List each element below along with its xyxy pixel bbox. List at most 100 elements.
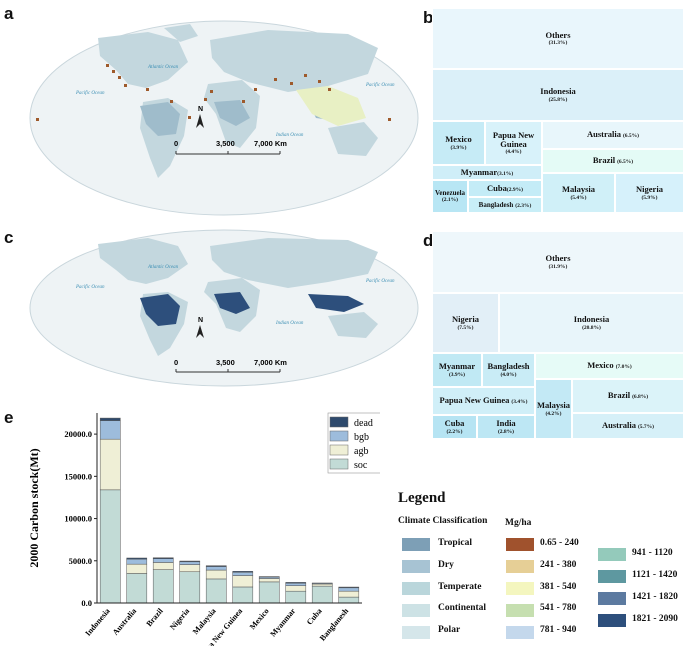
treemap-d-cell: Australia (5.7%) [572, 413, 684, 439]
bar-soc [152, 569, 174, 604]
panel-label-e: e [4, 408, 14, 427]
bar-dead [205, 565, 227, 567]
treemap-b-cell: Brazil (6.5%) [542, 149, 684, 173]
bar-agb [205, 569, 227, 580]
treemap-d-cell: Mexico (7.0%) [535, 353, 684, 379]
bar-agb [311, 583, 333, 587]
bar-agb [152, 562, 174, 570]
mgha-swatch [506, 626, 534, 639]
y-tick-label: 0.0 [81, 598, 92, 608]
bar-agb [126, 563, 148, 574]
bar-dead [285, 582, 307, 584]
ocean-label-indian: Indian Ocean [275, 321, 304, 326]
x-tick-label: Myanmar [268, 606, 297, 638]
bar-soc [205, 578, 227, 604]
ocean-label-atlantic: Atlantic Ocean [147, 265, 179, 270]
climate-swatch-temperate [402, 582, 430, 595]
treemap-b: Others (31.3%) Indonesia (25.8%) Mexico (3.… [432, 8, 684, 213]
treemap-d: Others (31.9%) Nigeria (7.5%) Indonesia (20… [432, 231, 684, 439]
y-tick-label: 20000.0 [64, 429, 92, 439]
x-tick-label: Brazil [144, 606, 165, 628]
x-tick-label: Australia [111, 607, 138, 637]
bar-soc [179, 571, 201, 604]
treemap-b-cell: Malaysia (5.4%) [542, 173, 615, 213]
x-tick-label: Malaysia [191, 607, 218, 637]
map-coastal-carbon-points [36, 64, 391, 121]
bar-bgb [338, 587, 360, 592]
x-tick-label: Indonesia [83, 607, 111, 638]
y-axis-label: 2000 Carbon stock(Mt) [27, 448, 41, 567]
map-high-carbon-zones [140, 292, 364, 326]
climate-heading: Climate Classification [398, 516, 488, 526]
y-tick-label: 5000.0 [69, 556, 92, 566]
legend-label-soc: soc [354, 460, 368, 471]
mgha-swatch [598, 548, 626, 561]
treemap-d-cell: Malaysia (4.2%) [535, 379, 572, 439]
bar-soc [126, 573, 148, 604]
treemap-b-cell: Venezuela (2.1%) [432, 180, 468, 213]
scale-tick-mid: 3,500 [216, 139, 235, 148]
north-arrow-icon [196, 114, 204, 128]
bar-soc [338, 596, 360, 604]
treemap-b-cell: Australia (6.5%) [542, 121, 684, 149]
bar-layer [99, 417, 360, 604]
x-tick-label: Nigeria [168, 607, 191, 632]
bar-dead [126, 557, 148, 560]
treemap-d-cell: Others (31.9%) [432, 231, 684, 293]
legend-label-dead: dead [354, 418, 373, 429]
panel-label-c: c [4, 228, 14, 247]
bar-soc [285, 590, 307, 604]
bar-soc [311, 585, 333, 604]
bar-dead [338, 586, 360, 589]
bar-bgb [152, 558, 174, 563]
y-tick-label: 15000.0 [64, 471, 92, 481]
world-map-c: Atlantic Ocean Pacific Ocean Pacific Oce… [29, 229, 419, 387]
mgha-swatch [506, 560, 534, 573]
climate-label: Dry [438, 560, 454, 570]
treemap-b-cell: Indonesia (25.8%) [432, 69, 684, 121]
treemap-d-cell: Nigeria (7.5%) [432, 293, 499, 353]
climate-swatch-continental [402, 604, 430, 617]
treemap-b-cell: Papua New Guinea (4.4%) [485, 121, 542, 165]
bar-dead [179, 560, 201, 563]
treemap-b-cell: Others (31.3%) [432, 8, 684, 69]
chart-legend: dead bgb agb soc [327, 412, 380, 474]
bar-bgb [126, 558, 148, 565]
mgha-label: 1821 - 2090 [632, 614, 678, 624]
world-map-a: Atlantic Ocean Pacific Ocean Pacific Oce… [29, 20, 419, 216]
bar-bgb [99, 420, 121, 440]
scale-tick-0: 0 [174, 139, 178, 148]
climate-label: Polar [438, 625, 461, 635]
panel-label-a: a [4, 4, 14, 23]
bar-dead [99, 417, 121, 421]
scale-tick-end: 7,000 Km [254, 139, 287, 148]
bar-bgb [232, 572, 254, 576]
legend-title: Legend [398, 490, 446, 506]
climate-swatch-dry [402, 560, 430, 573]
mgha-label: 1121 - 1420 [632, 570, 678, 580]
ocean-label-pacific-east: Pacific Ocean [365, 279, 395, 284]
x-tick-label: Mexico [248, 607, 271, 632]
treemap-b-cell: Bangladesh (2.3%) [468, 197, 542, 213]
mgha-label: 541 - 780 [540, 603, 577, 613]
bar-agb [285, 585, 307, 592]
panel-label-b: b [423, 8, 434, 27]
mgha-label: 0.65 - 240 [540, 538, 579, 548]
y-tick-label: 10000.0 [64, 514, 92, 524]
bar-bgb [205, 566, 227, 571]
legend-body: Tropical Dry Temperate Continental Polar… [398, 536, 683, 644]
mgha-heading: Mg/ha [505, 518, 532, 528]
legend-swatch-agb [329, 444, 349, 456]
mgha-swatch [598, 570, 626, 583]
treemap-d-cell: Indonesia (20.8%) [499, 293, 684, 353]
bar-dead [232, 571, 254, 573]
treemap-b-cell: Nigeria (5.9%) [615, 173, 684, 213]
treemap-d-cell: Papua New Guinea (3.4%) [432, 387, 535, 415]
bar-agb [179, 564, 201, 573]
ocean-label-pacific-west: Pacific Ocean [75, 91, 105, 96]
treemap-d-cell: Bangladesh (4.0%) [482, 353, 535, 387]
scale-tick-end: 7,000 Km [254, 358, 287, 367]
bar-bgb [179, 561, 201, 565]
bar-agb [258, 578, 280, 583]
mgha-swatch [506, 582, 534, 595]
